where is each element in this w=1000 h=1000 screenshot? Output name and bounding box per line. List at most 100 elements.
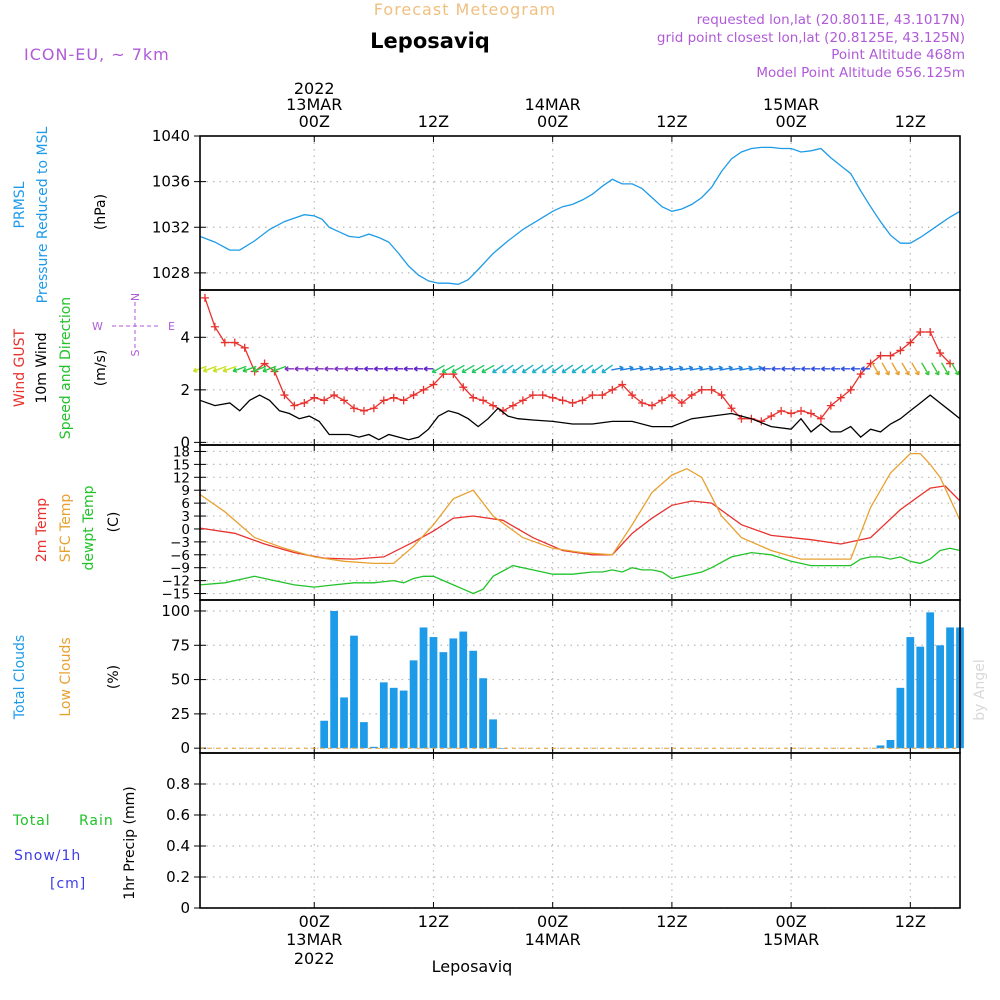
y-tick-label: 100 <box>161 602 190 620</box>
wind-arrow <box>811 366 821 372</box>
y-tick-label: 6 <box>181 496 190 512</box>
bottom-hour-label: 12Z <box>418 912 449 931</box>
gust-marker <box>846 385 855 394</box>
gust-marker <box>379 396 388 405</box>
gust-marker <box>826 401 835 410</box>
bottom-hour-label: 00Z <box>775 912 806 931</box>
gust-marker <box>836 393 845 402</box>
gust-marker <box>508 401 517 410</box>
wind-arrow <box>761 366 771 372</box>
wind-arrow <box>373 366 384 372</box>
bottom-date-label: 13MAR <box>286 930 342 949</box>
gridlines <box>200 753 960 909</box>
gust-marker <box>399 396 408 405</box>
credit-watermark: by Angel <box>972 659 988 720</box>
temp-2m-label: 2m Temp <box>34 498 50 562</box>
cloud-bar <box>369 746 378 749</box>
y-tick-label: 0.2 <box>166 868 190 886</box>
top-date-label: 14MAR <box>525 95 581 114</box>
wind-arrow <box>821 366 831 372</box>
wind-arrow <box>294 366 304 372</box>
gust-marker <box>906 338 915 347</box>
gust-marker <box>578 396 587 405</box>
top-hour-label: 00Z <box>537 112 568 131</box>
clouds-unit: (%) <box>106 665 122 689</box>
wind-arrow <box>801 366 811 372</box>
wind-arrow <box>511 364 524 374</box>
y-tick-label: 9 <box>181 483 190 499</box>
bottom-hour-label: 00Z <box>299 912 330 931</box>
y-tick-label: 50 <box>171 671 190 689</box>
supertitle: Forecast Meteogram <box>374 0 556 19</box>
wind-arrow <box>541 364 554 374</box>
pressure-unit: (hPa) <box>93 194 109 230</box>
wind-arrow <box>364 366 374 372</box>
y-tick-label: 0 <box>181 522 190 538</box>
y-tick-label: 3 <box>181 509 190 525</box>
top-hour-label: 12Z <box>418 112 449 131</box>
cloud-bars <box>320 610 964 749</box>
wind-arrow <box>413 366 424 372</box>
gridpoint-coords: grid point closest lon,lat (20.8125E, 43… <box>657 30 965 46</box>
y-tick-label: 25 <box>171 705 190 723</box>
y-tick-label: 1040 <box>152 127 190 145</box>
bottom-date-label: 15MAR <box>763 930 819 949</box>
gust-marker <box>518 396 527 405</box>
y-tick-label: 0.4 <box>166 837 190 855</box>
wind-arrow <box>881 362 890 376</box>
wind-arrow <box>272 365 287 373</box>
y-tick-label: −12 <box>162 574 191 590</box>
requested-coords: requested lon,lat (20.8011E, 43.1017N) <box>697 12 965 28</box>
y-tick-label: 15 <box>173 457 190 473</box>
sfc-temp-line <box>199 452 961 565</box>
bottom-hour-label: 12Z <box>895 912 926 931</box>
wind-arrow <box>601 364 614 374</box>
wind-panel: 0 2 4 <box>180 289 961 451</box>
wind-arrow <box>423 366 433 372</box>
gust-marker <box>608 385 617 394</box>
wind-10m-label: 10m Wind <box>34 332 50 403</box>
cloud-bar <box>459 631 468 749</box>
dewpt-temp-line <box>199 547 961 595</box>
gust-marker <box>240 343 249 352</box>
wind-arrow <box>891 362 900 376</box>
cloud-bar <box>429 637 438 749</box>
wind-arrow <box>324 366 334 372</box>
gust-marker <box>459 383 468 392</box>
wind-arrow <box>334 366 344 372</box>
cloud-bar <box>479 678 488 749</box>
model-name: ICON-EU, ~ 7km <box>24 45 170 64</box>
wind-arrow <box>383 366 394 372</box>
y-tick-label: 18 <box>173 444 190 460</box>
point-altitude: Point Altitude 468m <box>831 47 965 63</box>
gust-marker <box>916 328 925 337</box>
top-hour-label: 00Z <box>775 112 806 131</box>
wind-arrow <box>492 364 504 374</box>
wind-arrow <box>242 365 257 373</box>
compass-east: E <box>168 320 175 333</box>
gust-marker <box>230 338 239 347</box>
cloud-bar <box>896 687 905 749</box>
wind-arrow <box>354 366 364 372</box>
compass-west: W <box>92 320 103 333</box>
cloud-bar <box>469 650 478 749</box>
y-tick-label: 1028 <box>152 264 190 282</box>
gust-marker <box>210 322 219 331</box>
wind-arrow <box>451 364 465 374</box>
gust-marker <box>886 351 895 360</box>
gust-marker <box>200 293 209 302</box>
bottom-year-label: 2022 <box>294 949 335 968</box>
temp-sfc-label: SFC Temp <box>58 494 74 563</box>
y-tick-label: 0 <box>180 899 190 917</box>
wind-arrow <box>284 366 294 372</box>
wind-arrow <box>871 362 880 376</box>
top-year-label: 2022 <box>294 79 335 98</box>
wind-arrow <box>222 365 237 373</box>
wind-arrow <box>262 365 277 373</box>
10m-wind-line <box>199 394 961 441</box>
gust-marker <box>280 391 289 400</box>
cloud-bar <box>419 627 428 749</box>
gust-marker <box>926 328 935 337</box>
